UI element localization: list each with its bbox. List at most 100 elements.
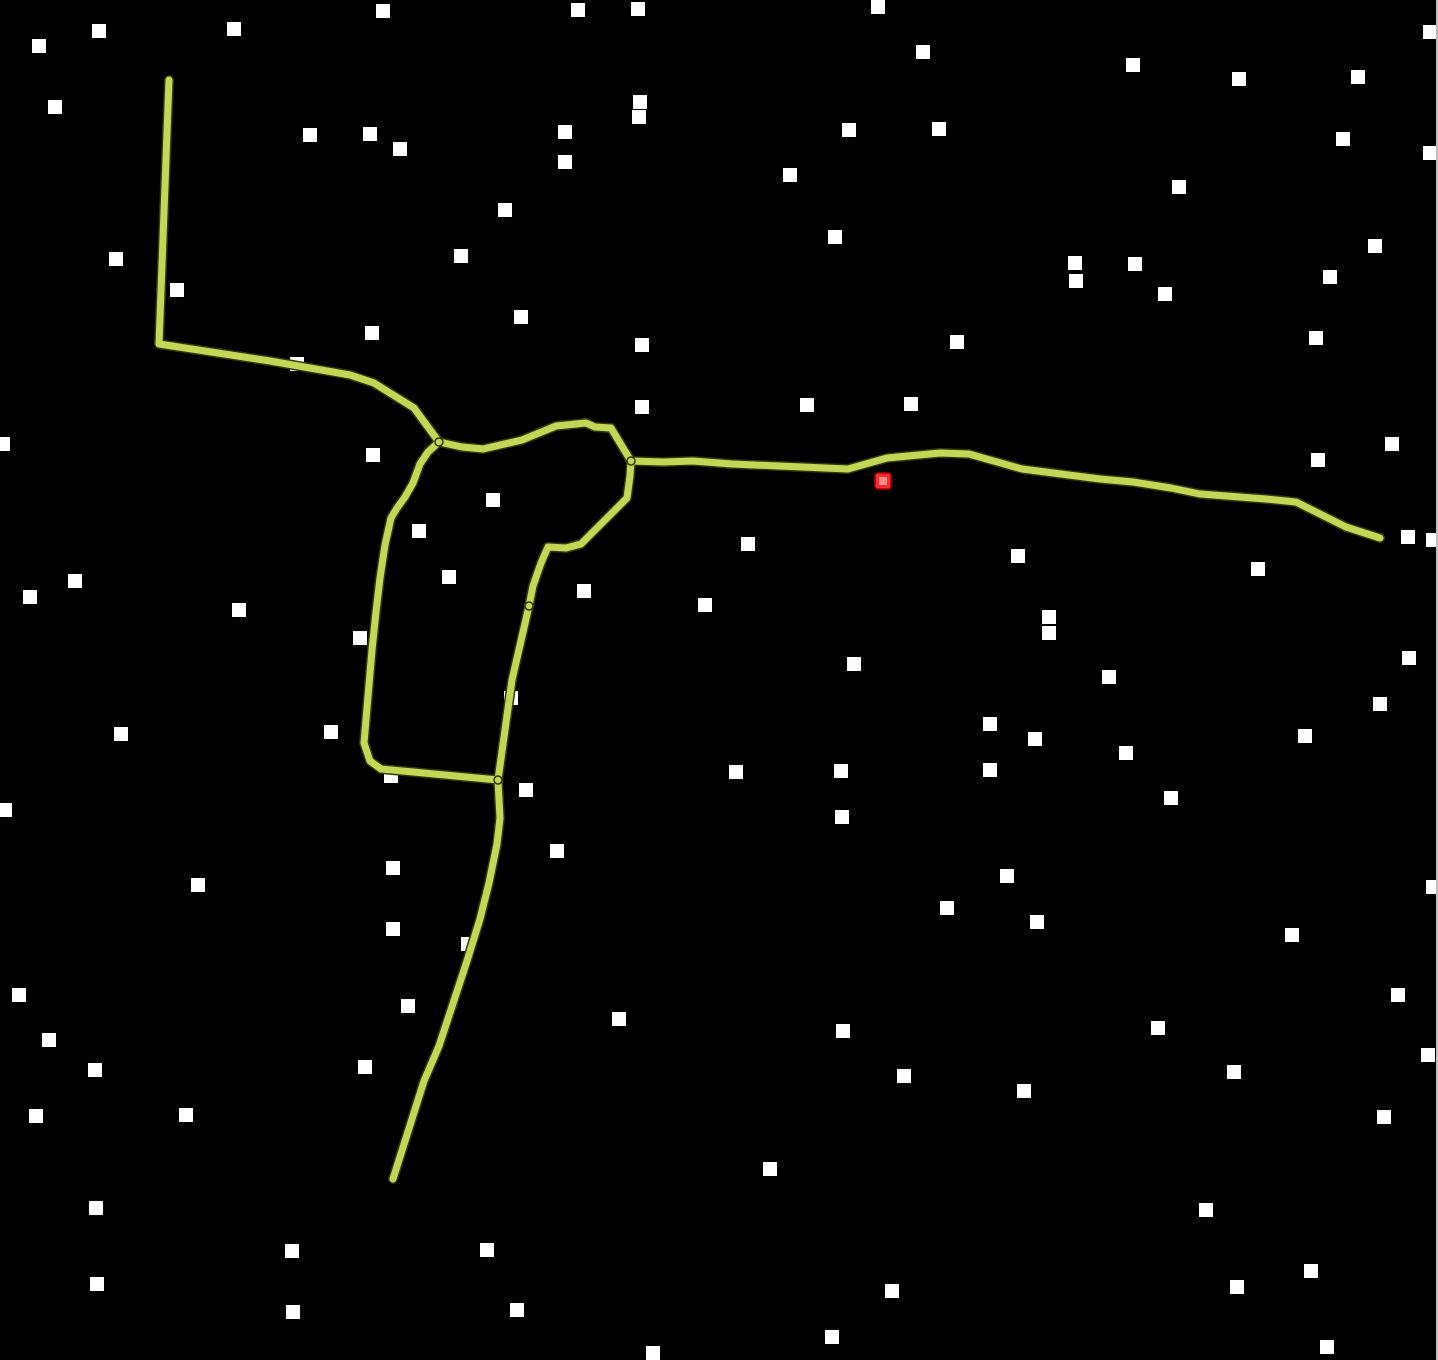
point-marker-3[interactable] bbox=[227, 22, 241, 36]
point-marker-88[interactable] bbox=[1000, 869, 1014, 883]
point-marker-55[interactable] bbox=[1251, 562, 1265, 576]
point-marker-44[interactable] bbox=[635, 400, 649, 414]
point-marker-97[interactable] bbox=[42, 1033, 56, 1047]
point-marker-14[interactable] bbox=[633, 95, 647, 109]
point-marker-66[interactable] bbox=[847, 657, 861, 671]
point-marker-15[interactable] bbox=[632, 110, 646, 124]
point-marker-80[interactable] bbox=[834, 764, 848, 778]
point-marker-117[interactable] bbox=[1304, 1264, 1318, 1278]
point-marker-107[interactable] bbox=[29, 1109, 43, 1123]
point-marker-27[interactable] bbox=[498, 203, 512, 217]
point-marker-57[interactable] bbox=[68, 574, 82, 588]
routes-layer[interactable] bbox=[155, 76, 1384, 1183]
point-marker-1[interactable] bbox=[32, 39, 46, 53]
point-marker-120[interactable] bbox=[510, 1303, 524, 1317]
point-marker-11[interactable] bbox=[363, 127, 377, 141]
point-marker-22[interactable] bbox=[1351, 70, 1365, 84]
point-marker-29[interactable] bbox=[109, 252, 123, 266]
point-marker-100[interactable] bbox=[1151, 1021, 1165, 1035]
point-marker-16[interactable] bbox=[558, 155, 572, 169]
point-marker-86[interactable] bbox=[386, 861, 400, 875]
junction-node-3[interactable] bbox=[524, 601, 534, 611]
point-marker-2[interactable] bbox=[92, 24, 106, 38]
point-marker-18[interactable] bbox=[916, 45, 930, 59]
point-marker-63[interactable] bbox=[353, 631, 367, 645]
point-marker-13[interactable] bbox=[558, 125, 572, 139]
point-marker-121[interactable] bbox=[825, 1330, 839, 1344]
point-marker-5[interactable] bbox=[571, 3, 585, 17]
point-marker-79[interactable] bbox=[729, 765, 743, 779]
route-line-5[interactable] bbox=[525, 457, 635, 610]
point-marker-71[interactable] bbox=[1028, 732, 1042, 746]
point-marker-72[interactable] bbox=[1373, 697, 1387, 711]
point-marker-32[interactable] bbox=[1068, 256, 1082, 270]
point-marker-112[interactable] bbox=[1199, 1203, 1213, 1217]
point-marker-122[interactable] bbox=[1320, 1340, 1334, 1354]
route-line-2[interactable] bbox=[435, 419, 635, 465]
junction-node-1[interactable] bbox=[434, 437, 444, 447]
point-marker-45[interactable] bbox=[800, 398, 814, 412]
point-marker-60[interactable] bbox=[577, 584, 591, 598]
point-marker-36[interactable] bbox=[1323, 270, 1337, 284]
point-marker-56[interactable] bbox=[1401, 530, 1415, 544]
point-marker-125[interactable] bbox=[1426, 533, 1438, 547]
point-marker-59[interactable] bbox=[442, 570, 456, 584]
point-marker-12[interactable] bbox=[393, 142, 407, 156]
point-marker-90[interactable] bbox=[1030, 915, 1044, 929]
point-marker-67[interactable] bbox=[1102, 670, 1116, 684]
point-marker-99[interactable] bbox=[836, 1024, 850, 1038]
point-marker-51[interactable] bbox=[486, 493, 500, 507]
point-marker-74[interactable] bbox=[114, 727, 128, 741]
point-marker-119[interactable] bbox=[286, 1305, 300, 1319]
route-line-4[interactable] bbox=[360, 438, 502, 784]
point-marker-10[interactable] bbox=[303, 128, 317, 142]
point-marker-33[interactable] bbox=[1069, 274, 1083, 288]
point-marker-115[interactable] bbox=[90, 1277, 104, 1291]
point-marker-96[interactable] bbox=[401, 999, 415, 1013]
point-marker-42[interactable] bbox=[1309, 331, 1323, 345]
point-marker-104[interactable] bbox=[897, 1069, 911, 1083]
point-marker-37[interactable] bbox=[1368, 239, 1382, 253]
point-marker-23[interactable] bbox=[1336, 132, 1350, 146]
point-marker-61[interactable] bbox=[698, 598, 712, 612]
point-marker-9[interactable] bbox=[48, 100, 62, 114]
point-marker-47[interactable] bbox=[0, 437, 10, 451]
point-marker-31[interactable] bbox=[828, 230, 842, 244]
point-marker-102[interactable] bbox=[88, 1063, 102, 1077]
point-marker-34[interactable] bbox=[1128, 257, 1142, 271]
point-marker-35[interactable] bbox=[1158, 287, 1172, 301]
point-marker-76[interactable] bbox=[0, 803, 12, 817]
point-marker-30[interactable] bbox=[170, 283, 184, 297]
point-marker-113[interactable] bbox=[285, 1244, 299, 1258]
point-marker-91[interactable] bbox=[1285, 928, 1299, 942]
selected-marker-layer[interactable] bbox=[874, 472, 892, 490]
route-line-7[interactable] bbox=[389, 776, 504, 1183]
point-marker-54[interactable] bbox=[1011, 549, 1025, 563]
point-marker-109[interactable] bbox=[1377, 1110, 1391, 1124]
point-marker-111[interactable] bbox=[89, 1201, 103, 1215]
point-marker-4[interactable] bbox=[376, 4, 390, 18]
point-marker-53[interactable] bbox=[741, 537, 755, 551]
point-marker-124[interactable] bbox=[1426, 880, 1438, 894]
point-marker-123[interactable] bbox=[646, 1346, 660, 1360]
route-line-6[interactable] bbox=[494, 602, 533, 784]
point-marker-85[interactable] bbox=[550, 844, 564, 858]
point-marker-38[interactable] bbox=[514, 310, 528, 324]
point-marker-24[interactable] bbox=[1423, 146, 1437, 160]
point-marker-95[interactable] bbox=[1391, 988, 1405, 1002]
point-marker-25[interactable] bbox=[1172, 180, 1186, 194]
point-marker-87[interactable] bbox=[191, 878, 205, 892]
point-marker-82[interactable] bbox=[1119, 746, 1133, 760]
point-marker-81[interactable] bbox=[983, 763, 997, 777]
point-marker-98[interactable] bbox=[612, 1012, 626, 1026]
point-marker-52[interactable] bbox=[412, 524, 426, 538]
point-marker-92[interactable] bbox=[386, 922, 400, 936]
point-marker-49[interactable] bbox=[1311, 453, 1325, 467]
point-marker-105[interactable] bbox=[1017, 1084, 1031, 1098]
point-marker-83[interactable] bbox=[1164, 791, 1178, 805]
point-marker-78[interactable] bbox=[519, 783, 533, 797]
point-marker-89[interactable] bbox=[940, 901, 954, 915]
point-marker-118[interactable] bbox=[885, 1284, 899, 1298]
point-marker-64[interactable] bbox=[1042, 610, 1056, 624]
